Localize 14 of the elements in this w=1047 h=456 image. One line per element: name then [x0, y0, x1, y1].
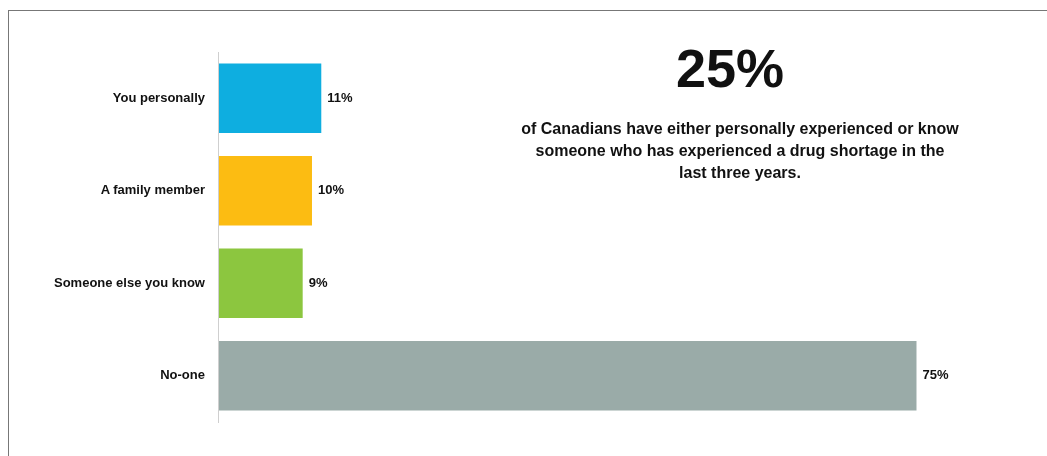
- data-label: 75%: [922, 367, 949, 383]
- y-tick-label: No-one: [160, 367, 205, 383]
- bar: [218, 341, 917, 411]
- annotation: of Canadians have either personally experienced or know someone who has experienced a drug shortage in the last three years.: [520, 119, 960, 183]
- bar: [218, 156, 312, 226]
- y-tick-label: You personally: [112, 89, 206, 105]
- annotation: 25%: [674, 38, 786, 98]
- bar: [218, 248, 303, 318]
- data-label: 10%: [317, 182, 345, 198]
- y-tick-label: Someone else you know: [53, 274, 206, 290]
- data-label: 9%: [308, 274, 328, 290]
- data-label: 11%: [327, 89, 354, 105]
- y-tick-label: A family member: [100, 182, 205, 198]
- bar: [218, 63, 322, 133]
